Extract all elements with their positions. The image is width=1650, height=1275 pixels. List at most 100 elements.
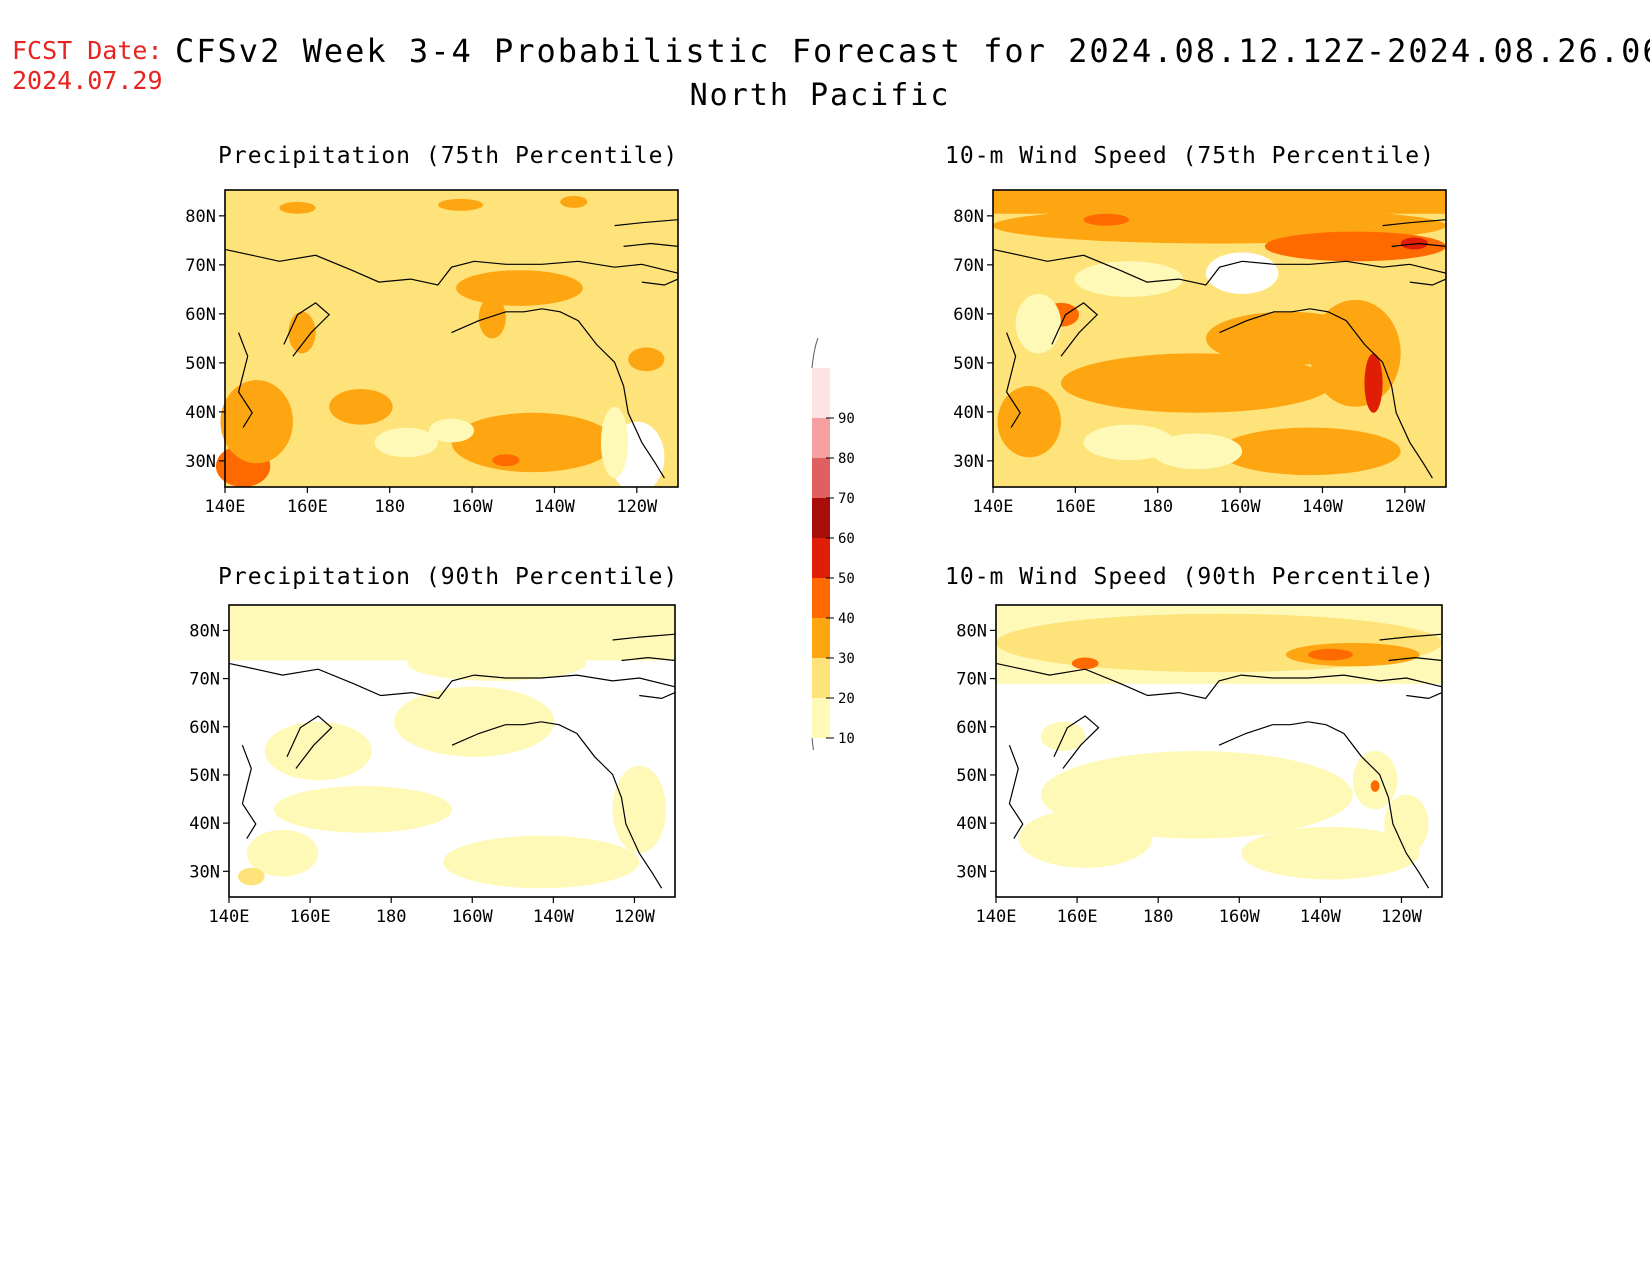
contour-region xyxy=(443,835,640,889)
forecast-date-label: FCST Date: xyxy=(12,36,163,65)
panel-title-precip-75: Precipitation (75th Percentile) xyxy=(218,143,679,169)
coastline xyxy=(639,692,676,700)
coastlines xyxy=(228,633,676,889)
coastline xyxy=(1218,721,1309,746)
contour-region xyxy=(1071,657,1099,670)
contour-region xyxy=(612,765,667,854)
lon-tick-label: 180 xyxy=(376,907,407,927)
contour-region xyxy=(1241,826,1420,880)
plot-frame xyxy=(995,604,1443,898)
coastline xyxy=(283,302,331,357)
colorbar-swatch xyxy=(812,498,830,538)
coastline xyxy=(612,633,676,641)
colorbar-swatch xyxy=(812,538,830,578)
lat-tick-label: 70N xyxy=(956,670,987,690)
coastline xyxy=(992,248,1447,286)
lon-tick-label: 140W xyxy=(534,497,576,517)
lon-tick-label: 160W xyxy=(452,497,494,517)
lat-tick-label: 60N xyxy=(185,305,216,325)
lat-tick-label: 30N xyxy=(953,452,984,472)
lon-tick-label: 180 xyxy=(374,497,405,517)
colorbar-label: 50 xyxy=(838,571,855,587)
lon-tick-label: 120W xyxy=(1381,907,1423,927)
lat-tick-label: 40N xyxy=(189,814,220,834)
lat-tick-label: 50N xyxy=(189,766,220,786)
coastline xyxy=(1310,308,1433,479)
coastline xyxy=(237,332,253,428)
colorbar-swatch xyxy=(812,618,830,658)
coastline xyxy=(1005,332,1021,428)
contour-region xyxy=(374,427,438,458)
lon-tick-label: 160W xyxy=(1219,907,1261,927)
lon-tick-label: 160W xyxy=(1220,497,1262,517)
lon-tick-label: 120W xyxy=(1384,497,1426,517)
plot-frame xyxy=(992,189,1447,488)
forecast-date-block: FCST Date: 2024.07.29 xyxy=(12,36,163,96)
colorbar-label: 10 xyxy=(838,731,855,747)
contour-region xyxy=(1364,353,1383,413)
coastline xyxy=(995,662,1443,700)
coastline xyxy=(1406,692,1443,700)
contour-region xyxy=(997,386,1061,458)
colorbar-swatch xyxy=(812,658,830,698)
contour-region xyxy=(288,311,316,354)
lon-tick-label: 180 xyxy=(1143,907,1174,927)
map-panel-3: 140E 160E 180 160W 140W 120W 80N 70N 60N 50N 40N 30… xyxy=(956,604,1443,927)
lat-tick-label: 80N xyxy=(185,207,216,227)
coastline xyxy=(621,656,676,662)
colorbar-swatch xyxy=(812,458,830,498)
contour-region xyxy=(1370,780,1380,792)
coastline xyxy=(623,242,679,247)
map-panel-2: 140E 160E 180 160W 140W 120W 80N 70N 60N 50N 40N 30… xyxy=(189,604,676,927)
lat-tick-label: 50N xyxy=(953,354,984,374)
contour-region xyxy=(229,607,675,661)
lat-tick-label: 30N xyxy=(189,862,220,882)
colorbar-label: 80 xyxy=(838,451,855,467)
lat-tick-label: 80N xyxy=(956,621,987,641)
contour-region xyxy=(560,195,588,208)
contour-region xyxy=(264,721,372,781)
coastlines xyxy=(992,219,1447,479)
lat-tick-label: 30N xyxy=(956,862,987,882)
lon-tick-label: 140E xyxy=(205,497,246,517)
lon-tick-label: 160E xyxy=(290,907,331,927)
lat-tick-label: 50N xyxy=(185,354,216,374)
lat-tick-label: 60N xyxy=(953,305,984,325)
contour-region xyxy=(428,418,475,443)
coastline xyxy=(451,308,543,334)
plot-frame xyxy=(228,604,676,898)
colorbar-label: 30 xyxy=(838,651,855,667)
contour-region xyxy=(1074,261,1184,297)
contour-region xyxy=(407,645,586,681)
colorbar-label: 40 xyxy=(838,611,855,627)
lat-tick-label: 80N xyxy=(189,621,220,641)
coastline xyxy=(224,248,679,286)
lon-tick-label: 140E xyxy=(209,907,250,927)
lat-tick-label: 50N xyxy=(956,766,987,786)
contour-region xyxy=(1018,809,1153,868)
contour-region xyxy=(1285,642,1420,667)
coastline xyxy=(641,278,679,286)
map-panel-1: 140E 160E 180 160W 140W 120W 80N 70N 60N 50N 40N 30… xyxy=(953,189,1447,517)
panel-title-wind-90: 10-m Wind Speed (90th Percentile) xyxy=(945,564,1435,590)
map-panel-0: 140E 160E 180 160W 140W 120W 80N 70N 60N 50N 40N 30… xyxy=(185,189,679,517)
plot-frame xyxy=(224,189,679,488)
map-band xyxy=(993,190,1446,214)
lat-tick-label: 80N xyxy=(953,207,984,227)
contour-region xyxy=(273,786,452,833)
lat-tick-label: 70N xyxy=(953,256,984,276)
contour-region xyxy=(1060,353,1333,413)
coastline xyxy=(1008,744,1024,839)
lat-tick-label: 60N xyxy=(956,718,987,738)
colorbar: 10 20 30 40 50 60 70 80 90 xyxy=(811,337,855,750)
contour-region xyxy=(246,829,319,877)
colorbar-swatch xyxy=(812,578,830,618)
coastline xyxy=(451,721,542,746)
contour-region xyxy=(437,198,484,211)
lon-tick-label: 120W xyxy=(614,907,656,927)
coastline xyxy=(1308,721,1430,889)
contour-region xyxy=(600,406,629,479)
contour-region xyxy=(1264,231,1446,262)
lon-tick-label: 160W xyxy=(452,907,494,927)
